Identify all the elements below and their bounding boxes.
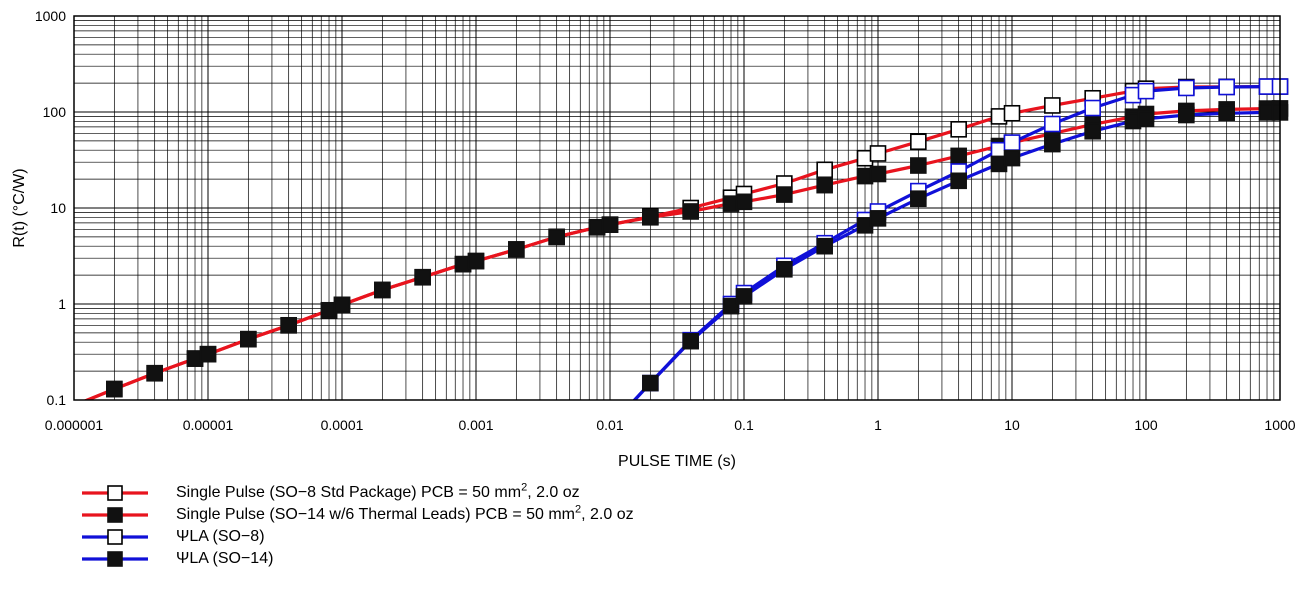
legend-label: Single Pulse (SO−8 Std Package) PCB = 50…: [176, 481, 580, 501]
y-tick-label: 1000: [35, 8, 66, 24]
data-point: [776, 186, 793, 203]
y-tick-label: 1: [58, 296, 66, 312]
legend-label: Single Pulse (SO−14 w/6 Thermal Leads) P…: [176, 503, 634, 523]
data-point: [199, 345, 217, 363]
x-tick-label: 1: [874, 417, 882, 433]
legend-label: ΨLA (SO−8): [176, 528, 265, 545]
series-line: [83, 106, 1280, 400]
data-point: [508, 241, 525, 258]
legend-marker: [107, 551, 123, 567]
data-point: [950, 121, 967, 138]
x-tick-label: 0.1: [734, 417, 754, 433]
x-tick-label: 0.00001: [183, 417, 234, 433]
data-point: [146, 364, 163, 382]
plot-frame: [73, 15, 1281, 401]
legend-swatch: [82, 485, 148, 501]
data-point: [1003, 104, 1021, 122]
x-tick-label: 0.000001: [45, 417, 104, 433]
data-point: [414, 268, 431, 286]
legend-swatch: [82, 551, 148, 567]
legend-swatch: [82, 529, 148, 545]
data-point: [950, 172, 967, 190]
data-point: [1218, 104, 1235, 122]
series-markers: [106, 78, 1289, 398]
x-axis-label: PULSE TIME (s): [618, 453, 736, 470]
data-point: [601, 216, 619, 233]
data-point: [869, 165, 887, 183]
data-point: [1044, 135, 1061, 153]
data-point: [682, 203, 699, 220]
data-point: [910, 157, 927, 174]
data-point: [333, 296, 351, 314]
data-point: [1178, 79, 1195, 97]
x-tick-label: 10: [1004, 417, 1020, 433]
y-tick-label: 100: [43, 104, 67, 120]
data-point: [722, 297, 740, 315]
y-tick-label: 0.1: [47, 392, 67, 408]
x-tick-label: 1000: [1264, 417, 1295, 433]
data-point: [374, 281, 391, 299]
data-point: [106, 380, 123, 398]
data-point: [1003, 134, 1021, 151]
data-point: [642, 209, 659, 226]
data-point: [910, 190, 927, 207]
legend-marker: [107, 529, 123, 545]
data-point: [1137, 82, 1155, 100]
data-point: [735, 193, 753, 211]
legend-marker: [107, 485, 123, 501]
data-point: [869, 145, 887, 162]
data-point: [642, 374, 659, 392]
data-point: [1003, 149, 1021, 167]
legend-marker: [107, 507, 123, 523]
y-tick-label: 10: [50, 200, 66, 216]
data-point: [735, 288, 753, 305]
chart-canvas: 0.000001 0.00001 0.0001 0.001 0.01 0.1 1 10 100 1…: [11, 8, 1296, 470]
x-axis-ticks: 0.000001 0.00001 0.0001 0.001 0.01 0.1 1 10 100 1…: [45, 417, 1296, 433]
data-point: [1044, 115, 1061, 133]
data-point: [1218, 78, 1235, 96]
x-tick-label: 100: [1134, 417, 1158, 433]
data-point: [950, 147, 967, 165]
data-point: [1178, 106, 1195, 124]
data-point: [240, 330, 257, 348]
y-axis-label: R(t) (°C/W): [11, 168, 28, 247]
data-point: [548, 228, 565, 246]
data-point: [816, 237, 833, 255]
legend-label: ΨLA (SO−14): [176, 550, 274, 567]
y-axis-ticks: 0.1 1 10 100 1000: [35, 8, 66, 408]
data-point: [776, 260, 793, 278]
legend-swatch: [82, 507, 148, 523]
x-tick-label: 0.0001: [321, 417, 364, 433]
data-point: [910, 133, 927, 151]
data-point: [682, 332, 699, 350]
data-point: [467, 252, 485, 270]
data-point: [816, 161, 833, 179]
x-tick-label: 0.01: [596, 417, 623, 433]
data-point: [280, 316, 297, 334]
x-tick-label: 0.001: [458, 417, 493, 433]
data-point: [1084, 99, 1101, 117]
data-point: [869, 210, 887, 227]
data-point: [1044, 97, 1061, 114]
series-layer: [83, 78, 1289, 400]
data-point: [816, 176, 833, 194]
data-point: [1137, 110, 1155, 128]
data-point: [1084, 122, 1101, 140]
